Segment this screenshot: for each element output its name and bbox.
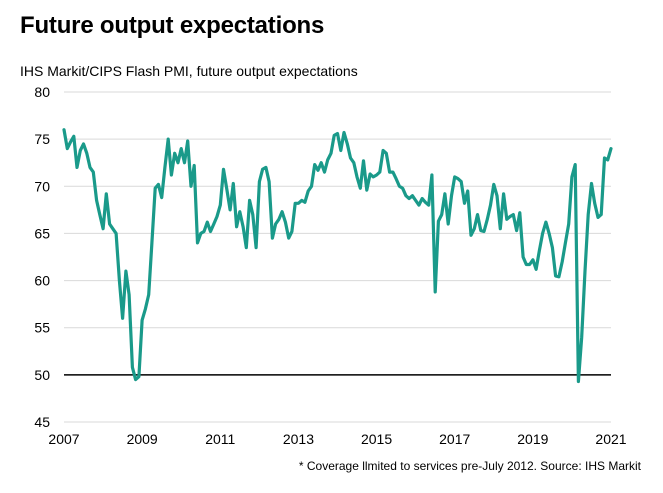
chart-title: Future output expectations xyxy=(20,12,325,39)
series-layer xyxy=(62,128,613,384)
x-tick-label: 2009 xyxy=(127,431,158,447)
y-tick-label: 45 xyxy=(34,414,50,430)
x-tick-label: 2007 xyxy=(48,431,79,447)
y-tick-label: 65 xyxy=(34,225,50,241)
y-tick-label: 75 xyxy=(34,131,50,147)
y-tick-label: 50 xyxy=(34,367,50,383)
x-axis-tick-labels: 2007 2009 2011 2013 2015 2017 2019 2021 xyxy=(48,431,626,447)
chart-subtitle: IHS Markit/CIPS Flash PMI, future output… xyxy=(20,63,358,79)
series-line xyxy=(62,128,613,384)
x-tick-label: 2011 xyxy=(205,431,235,447)
source-footnote: * Coverage llmited to services pre-July … xyxy=(298,459,641,473)
x-tick-label: 2021 xyxy=(595,431,626,447)
x-tick-label: 2015 xyxy=(361,431,392,447)
x-tick-label: 2019 xyxy=(517,431,548,447)
y-tick-label: 80 xyxy=(34,84,50,100)
y-axis-tick-labels: 45 50 55 60 65 70 75 80 xyxy=(34,84,50,430)
x-tick-label: 2013 xyxy=(283,431,314,447)
y-tick-label: 60 xyxy=(34,273,50,289)
y-tick-label: 55 xyxy=(34,320,50,336)
y-tick-label: 70 xyxy=(34,178,50,194)
x-tick-label: 2017 xyxy=(439,431,470,447)
